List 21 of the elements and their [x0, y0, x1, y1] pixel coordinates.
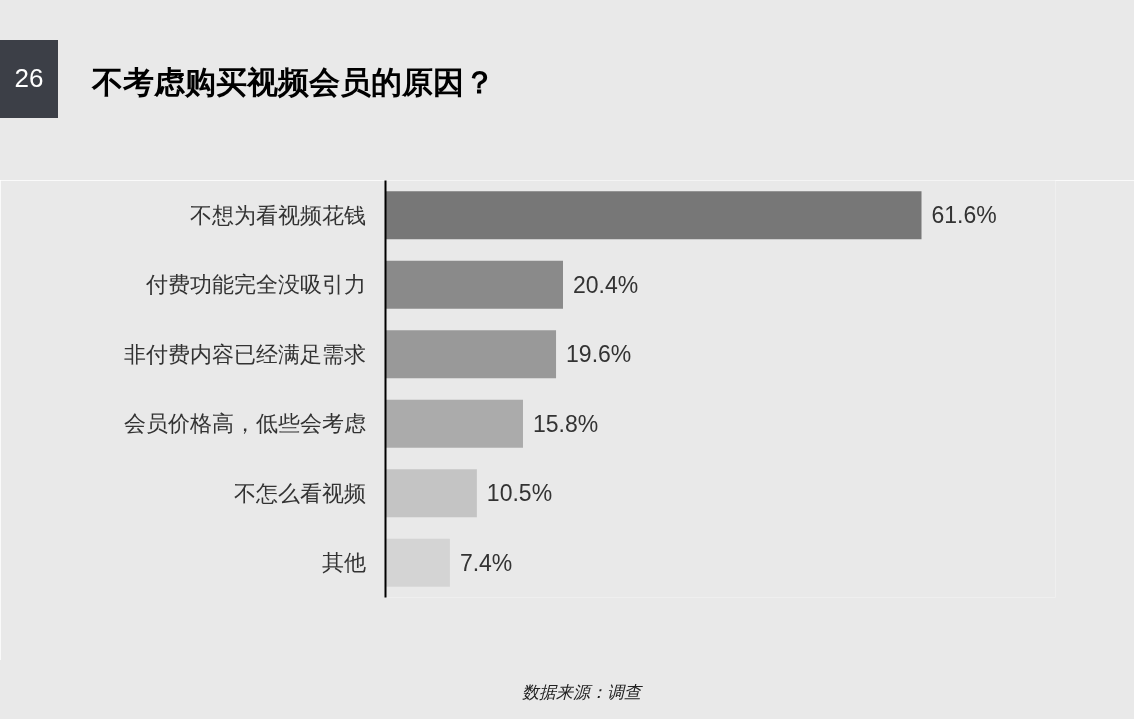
source-note: 数据来源：调查 — [522, 681, 641, 704]
y-tick-label: 非付费内容已经满足需求 — [123, 341, 366, 367]
bar — [385, 330, 557, 379]
data-label: 10.5% — [486, 480, 553, 507]
bar — [385, 399, 523, 448]
data-label: 15.8% — [532, 410, 599, 437]
text: 26 — [0, 40, 58, 118]
bar — [385, 191, 922, 240]
bar — [385, 469, 477, 518]
y-tick-label: 不想为看视频花钱 — [189, 202, 366, 228]
y-tick-label: 付费功能完全没吸引力 — [144, 272, 366, 298]
data-label: 61.6% — [931, 202, 997, 229]
bar — [385, 260, 564, 309]
y-tick-label: 会员价格高，低些会考虑 — [123, 411, 366, 437]
y-tick-label: 不怎么看视频 — [233, 480, 366, 506]
y-tick-label: 其他 — [321, 550, 366, 576]
data-label: 19.6% — [566, 341, 632, 368]
chart-title: 不考虑购买视频会员的原因？ — [92, 63, 495, 102]
data-label: 7.4% — [459, 549, 513, 576]
bar — [385, 538, 450, 587]
data-label: 20.4% — [573, 271, 639, 298]
